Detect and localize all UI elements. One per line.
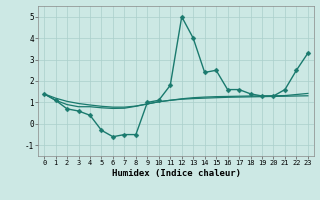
X-axis label: Humidex (Indice chaleur): Humidex (Indice chaleur)	[111, 169, 241, 178]
